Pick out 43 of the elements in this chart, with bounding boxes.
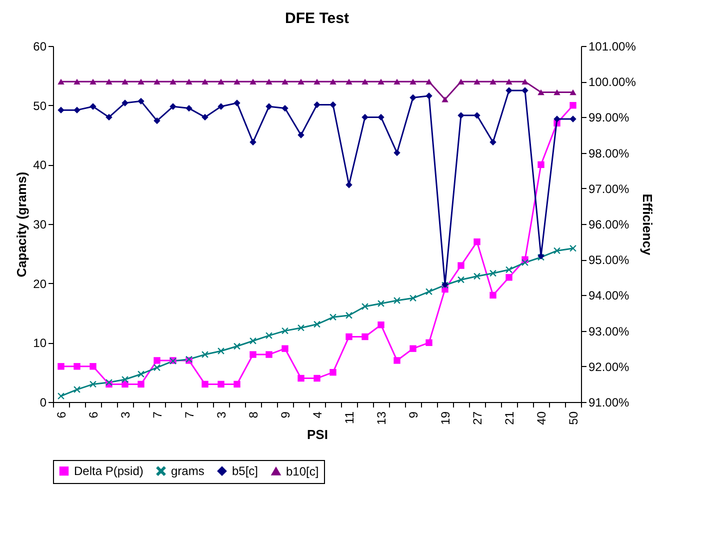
x-tick-label: 40	[534, 411, 548, 425]
x-tick-label: 3	[118, 411, 132, 418]
x-tick-label: 9	[406, 411, 420, 418]
y-tick-label: 60	[33, 40, 47, 54]
x-tick-label: 50	[566, 411, 580, 425]
x-tick-label: 11	[342, 411, 356, 424]
legend-label: grams	[171, 464, 204, 478]
y2-tick-label: 98.00%	[588, 146, 630, 160]
x-tick-label: 27	[470, 411, 484, 425]
x-tick-label: 13	[374, 411, 388, 425]
y2-tick-label: 94.00%	[588, 288, 630, 303]
y2-tick-label: 91.00%	[588, 396, 630, 410]
y-axis-title: Capacity (grams)	[14, 172, 30, 278]
y2-tick-label: 97.00%	[588, 182, 630, 196]
x-tick-label: 9	[278, 411, 292, 418]
x-tick-label: 19	[438, 411, 452, 425]
x-tick-label: 21	[502, 411, 516, 425]
y2-tick-label: 101.00%	[588, 40, 636, 54]
x-tick-label: 8	[246, 411, 260, 418]
y-tick-label: 40	[33, 158, 47, 172]
y-tick-label: 30	[33, 218, 47, 232]
x-tick-label: 7	[150, 411, 164, 418]
y2-axis-title: Efficiency	[640, 194, 655, 256]
x-tick-label: 6	[86, 411, 100, 418]
x-tick-label: 6	[54, 411, 68, 418]
chart-title: DFE Test	[285, 10, 349, 27]
y2-tick-label: 95.00%	[588, 253, 630, 268]
y2-tick-label: 100.00%	[588, 75, 636, 90]
x-tick-label: 3	[214, 411, 228, 418]
y-tick-label: 10	[33, 336, 47, 350]
y-tick-label: 50	[33, 98, 47, 113]
legend-label: Delta P(psid)	[74, 464, 144, 478]
y2-tick-label: 93.00%	[588, 324, 630, 338]
y2-tick-label: 99.00%	[588, 110, 630, 125]
legend-label: b5[c]	[232, 464, 258, 478]
y2-tick-label: 92.00%	[588, 360, 630, 374]
y-tick-label: 20	[33, 276, 47, 291]
x-axis-title: PSI	[307, 426, 328, 442]
x-tick-label: 7	[182, 411, 196, 418]
y-tick-label: 0	[40, 396, 47, 410]
x-tick-label: 4	[310, 411, 324, 418]
legend-label: b10[c]	[286, 464, 319, 478]
y2-tick-label: 96.00%	[588, 218, 630, 232]
